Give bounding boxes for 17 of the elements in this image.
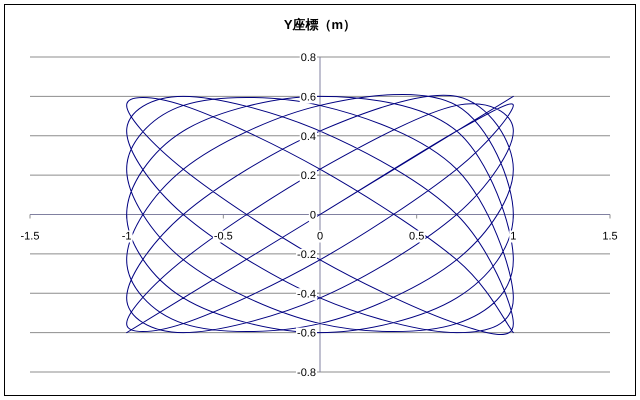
y-tick-label: -0.8 [297, 367, 316, 379]
y-tick-label: -0.6 [297, 328, 316, 340]
x-tick-label: 0 [316, 230, 324, 242]
y-tick-label: 0.6 [300, 91, 316, 104]
x-tick-label: -1.5 [20, 230, 40, 242]
y-tick-label: 0.4 [300, 130, 316, 143]
chart-title: Y座標（m） [284, 17, 356, 32]
y-tick-label: 0.8 [300, 52, 316, 64]
y-tick-label: 0.2 [300, 170, 316, 182]
x-tick-label: -1 [122, 230, 132, 242]
x-tick-label: 0.5 [409, 230, 424, 242]
y-tick-label: -0.2 [297, 248, 316, 261]
y-tick-label: -0.4 [297, 288, 316, 300]
y-tick-label: 0 [310, 210, 316, 222]
x-tick-label: -0.5 [214, 230, 233, 242]
x-tick-label: 1 [510, 230, 516, 242]
x-tick-label: 1.5 [602, 230, 618, 242]
